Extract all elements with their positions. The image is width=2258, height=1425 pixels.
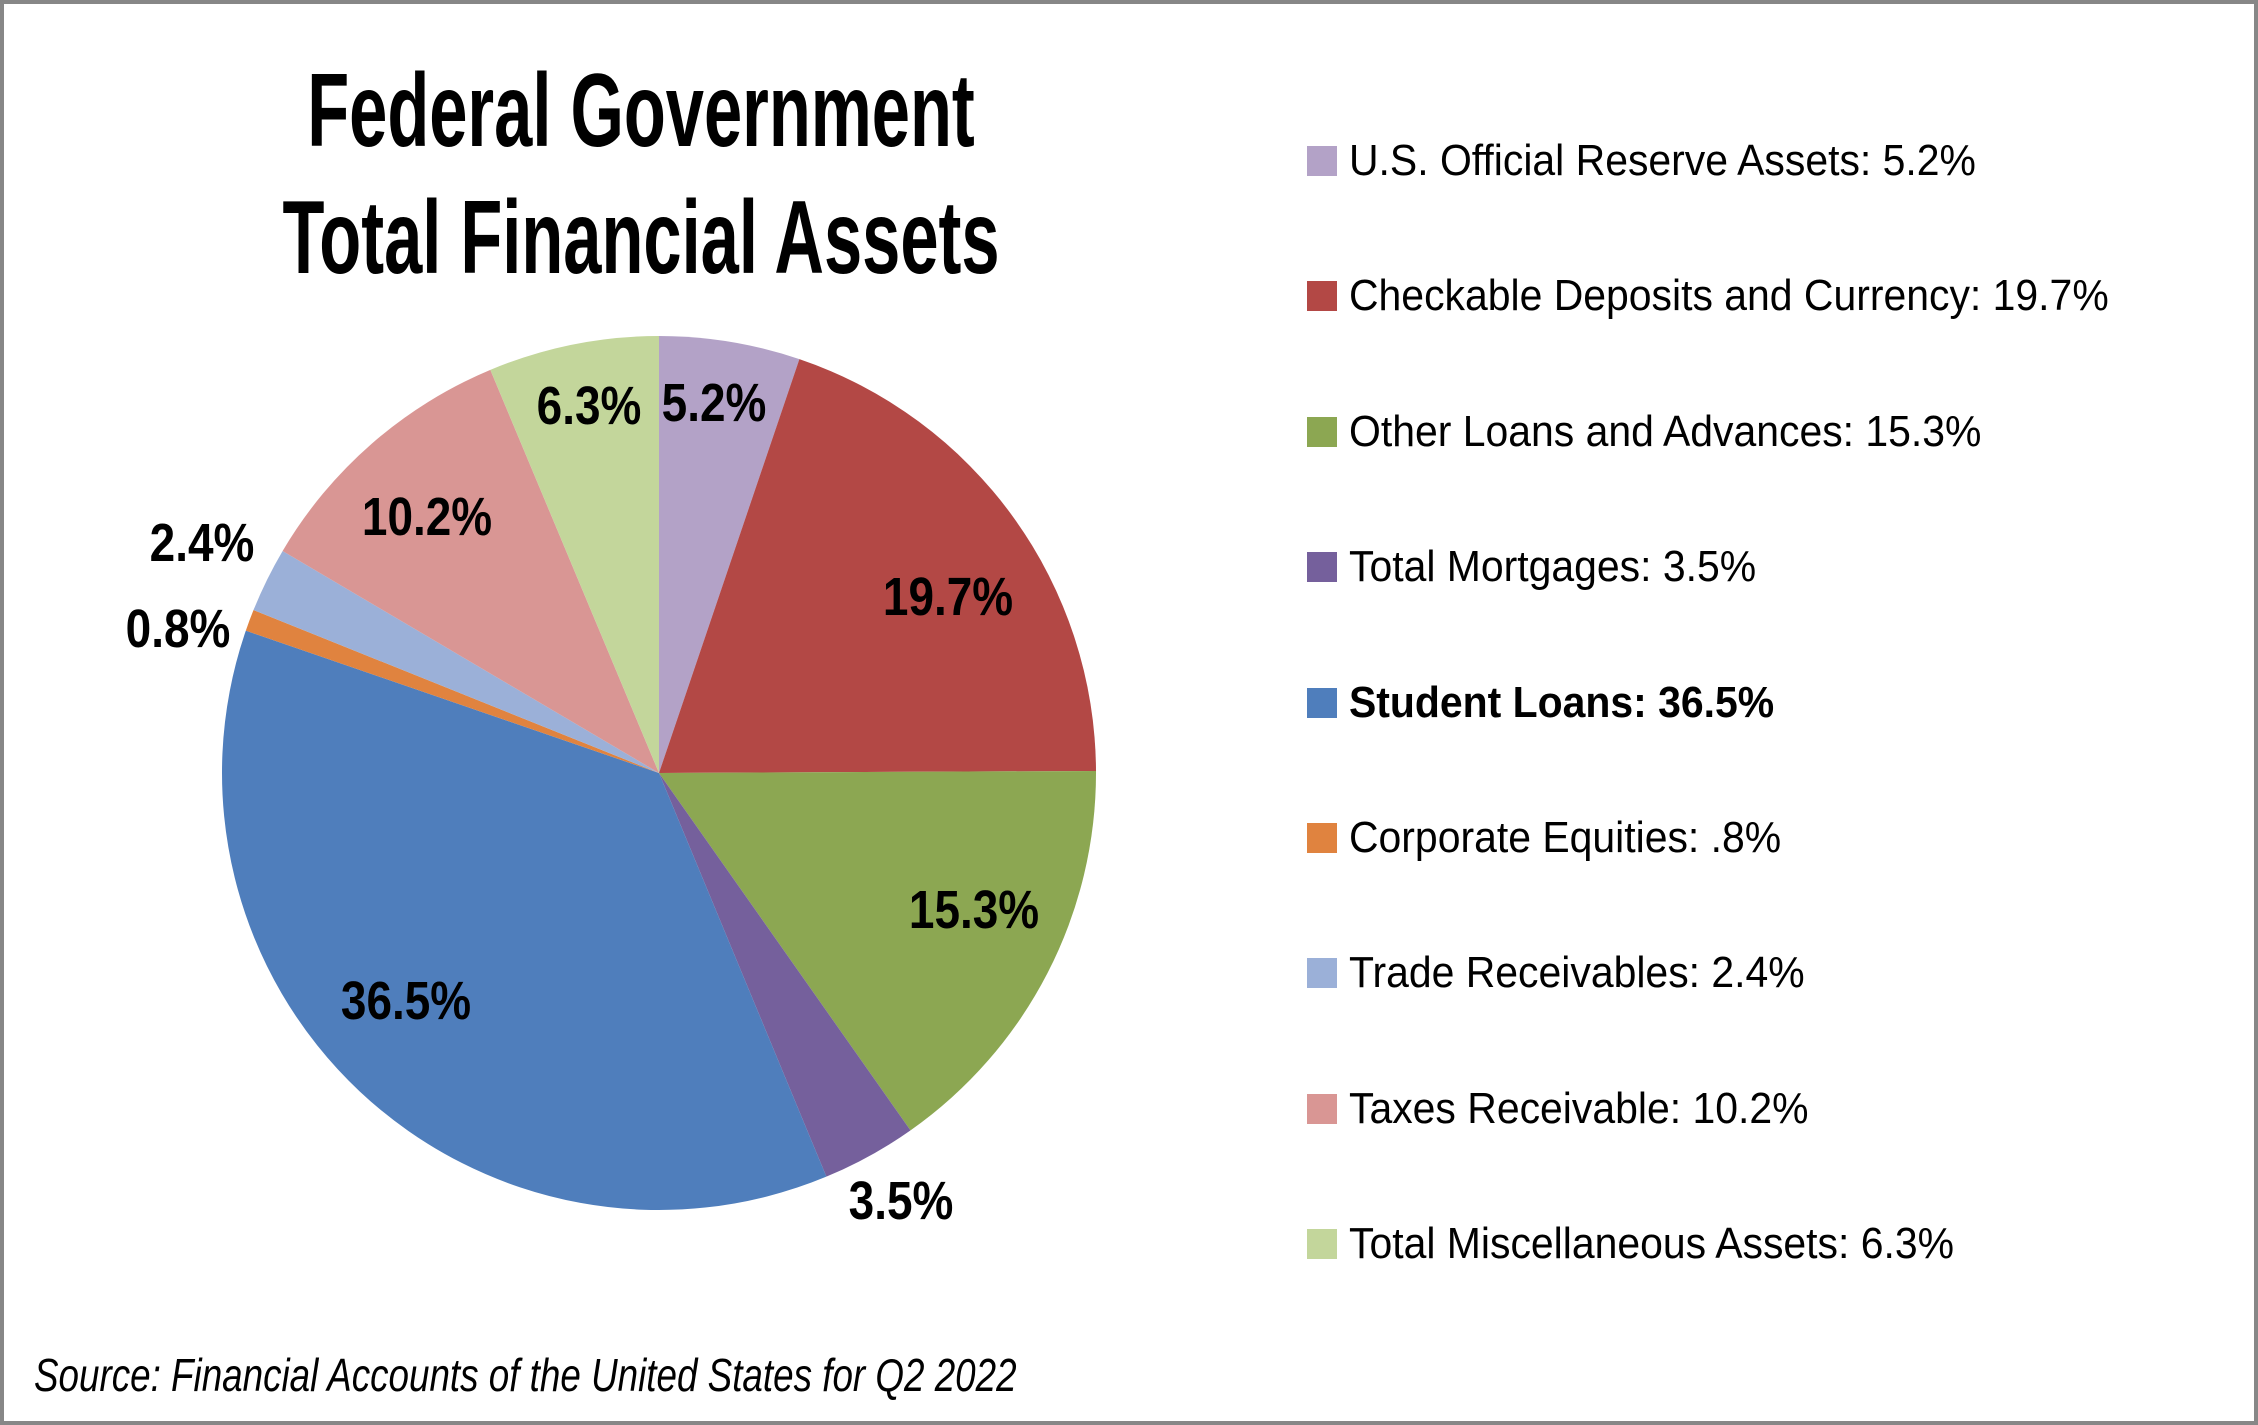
pie-data-label-total-mortgages: 3.5% xyxy=(848,1170,954,1231)
legend-swatch xyxy=(1307,416,1337,447)
pie-slice-u-s-official-reserve-assets xyxy=(659,336,800,773)
pie-data-label-taxes-receivable: 10.2% xyxy=(362,487,493,548)
legend-swatch xyxy=(1307,1229,1337,1260)
legend-item-corporate-equities: Corporate Equities: .8% xyxy=(1307,808,1814,868)
pie-data-label-trade-receivables: 2.4% xyxy=(149,513,255,574)
legend-swatch xyxy=(1307,823,1337,853)
pie-slice-trade-receivables xyxy=(253,550,659,773)
pie-slice-student-loans xyxy=(221,630,827,1211)
legend-item-u-s-official-reserve-assets: U.S. Official Reserve Assets: 5.2% xyxy=(1307,131,2023,191)
pie-data-label-u-s-official-reserve-assets: 5.2% xyxy=(661,373,767,434)
legend-label: Checkable Deposits and Currency: 19.7% xyxy=(1349,271,2109,321)
legend-swatch xyxy=(1307,146,1337,176)
pie-slice-other-loans-and-advances xyxy=(659,770,1097,1131)
chart-title-line1: Federal Government xyxy=(307,53,975,169)
legend-swatch xyxy=(1307,1093,1337,1124)
pie-data-label-corporate-equities: 0.8% xyxy=(125,599,230,659)
pie-data-label-other-loans-and-advances: 15.3% xyxy=(908,879,1039,940)
legend-item-taxes-receivable: Taxes Receivable: 10.2% xyxy=(1307,1079,1843,1139)
legend-label: Taxes Receivable: 10.2% xyxy=(1349,1083,1809,1133)
legend-swatch xyxy=(1307,958,1337,989)
pie-chart xyxy=(221,336,1097,1211)
chart-title-line2: Total Financial Assets xyxy=(282,180,1000,296)
legend-item-total-miscellaneous-assets: Total Miscellaneous Assets: 6.3% xyxy=(1307,1214,2000,1274)
legend-item-trade-receivables: Trade Receivables: 2.4% xyxy=(1307,943,1839,1003)
legend: U.S. Official Reserve Assets: 5.2% Checka… xyxy=(1307,4,2247,1421)
pie-slice-checkable-deposits-and-currency xyxy=(659,359,1096,773)
legend-label: Total Miscellaneous Assets: 6.3% xyxy=(1349,1219,1955,1269)
legend-swatch xyxy=(1307,687,1337,718)
legend-item-other-loans-and-advances: Other Loans and Advances: 15.3% xyxy=(1307,402,2029,462)
pie-data-label-checkable-deposits-and-currency: 19.7% xyxy=(883,567,1014,628)
legend-swatch xyxy=(1307,281,1337,312)
pie-slice-taxes-receivable xyxy=(282,369,659,773)
pie-data-label-total-miscellaneous-assets: 6.3% xyxy=(536,375,642,436)
pie-slice-total-mortgages xyxy=(659,773,911,1177)
legend-item-student-loans: Student Loans: 36.5% xyxy=(1307,673,1806,733)
legend-label: Corporate Equities: .8% xyxy=(1349,813,1782,862)
legend-label: U.S. Official Reserve Assets: 5.2% xyxy=(1349,136,1976,185)
legend-label: Other Loans and Advances: 15.3% xyxy=(1349,406,1982,456)
pie-slice-total-miscellaneous-assets xyxy=(490,336,659,773)
pie-slice-corporate-equities xyxy=(245,610,659,773)
pie-data-label-student-loans: 36.5% xyxy=(340,970,471,1031)
legend-item-checkable-deposits-and-currency: Checkable Deposits and Currency: 19.7% xyxy=(1307,266,2166,326)
legend-label: Student Loans: 36.5% xyxy=(1349,677,1775,727)
legend-label: Trade Receivables: 2.4% xyxy=(1349,948,1805,998)
legend-item-total-mortgages: Total Mortgages: 3.5% xyxy=(1307,537,1787,597)
source-note: Source: Financial Accounts of the United… xyxy=(34,1349,1017,1401)
chart-title: Federal Government Total Financial Asset… xyxy=(221,48,1062,302)
legend-swatch xyxy=(1307,552,1337,583)
legend-label: Total Mortgages: 3.5% xyxy=(1349,542,1757,592)
